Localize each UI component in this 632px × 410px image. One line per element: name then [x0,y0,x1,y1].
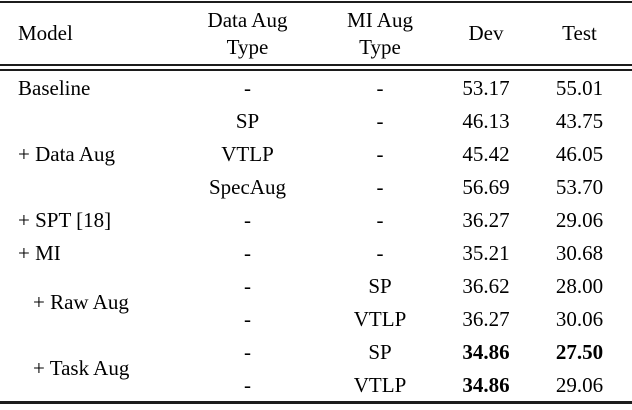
dev-cell: 34.86 [462,372,510,397]
table-row-data-aug-specaug: SpecAug - 56.69 53.70 [0,170,632,203]
data-aug-type-cell: - [244,273,251,298]
header-row: Model Data Aug Type MI Aug Type Dev Test [0,2,632,71]
column-header-mi-aug-line1: MI Aug [347,7,413,32]
data-aug-type-cell: - [244,240,251,265]
mi-aug-type-cell: - [376,141,384,166]
dev-cell: 53.17 [462,75,510,100]
test-cell: 29.06 [555,372,604,397]
data-aug-type-cell: VTLP [221,141,274,166]
model-cell: + Data Aug [18,141,115,166]
column-header-data-aug-type: Data Aug Type [180,2,315,71]
mi-aug-type-cell: VTLP [353,372,407,397]
data-aug-type-cell: - [244,75,251,100]
table-row-baseline: Baseline - - 53.17 55.01 [0,68,632,105]
data-aug-type-cell: - [244,339,251,364]
column-header-data-aug-line2: Type [226,34,269,59]
data-aug-type-cell: - [244,306,251,331]
dev-cell: 36.27 [462,306,510,331]
dev-cell: 36.27 [462,207,510,232]
test-cell: 55.01 [555,75,604,100]
test-cell: 30.68 [555,240,604,265]
test-cell: 46.05 [555,141,604,166]
model-cell: + SPT [18] [18,207,112,232]
data-aug-type-cell: - [244,207,251,232]
mi-aug-type-cell: - [376,108,384,133]
test-cell: 30.06 [555,306,604,331]
dev-cell: 35.21 [462,240,510,265]
table-row-raw-aug-sp: + Raw Aug - SP 36.62 28.00 [0,269,632,314]
column-header-mi-aug-type: MI Aug Type [315,2,445,71]
data-aug-type-cell: SpecAug [209,174,286,199]
mi-aug-type-cell: SP [368,273,392,298]
dev-cell: 34.86 [462,339,510,364]
dev-cell: 56.69 [462,174,510,199]
mi-aug-type-cell: - [376,174,384,199]
model-cell: + MI [18,240,61,265]
table-row-data-aug-sp: + Data Aug SP - 46.13 43.75 [0,104,632,165]
mi-aug-type-cell: VTLP [353,306,407,331]
table-row-spt: + SPT [18] - - 36.27 29.06 [0,203,632,236]
table-row-task-aug-sp: + Task Aug - SP 34.86 27.50 [0,335,632,379]
test-cell: 29.06 [555,207,604,232]
column-header-dev: Dev [445,2,527,71]
data-aug-type-cell: SP [235,108,260,133]
column-header-data-aug-line1: Data Aug [207,7,288,32]
data-aug-type-cell: - [244,372,251,397]
table-row-data-aug-vtlp: VTLP - 45.42 46.05 [0,137,632,170]
dev-cell: 46.13 [462,108,510,133]
table-row-task-aug-vtlp: - VTLP 34.86 29.06 [0,368,632,403]
mi-aug-type-cell: - [376,240,384,265]
model-cell: + Raw Aug [33,290,129,314]
model-cell: Baseline [18,75,91,100]
column-header-model: Model [0,2,180,71]
mi-aug-type-cell: SP [368,339,392,364]
test-cell: 27.50 [555,339,604,364]
table-body: Baseline - - 53.17 55.01 + Data Aug SP -… [0,68,632,403]
test-cell: 53.70 [555,174,604,199]
test-cell: 43.75 [555,108,604,133]
mi-aug-type-cell: - [376,75,384,100]
dev-cell: 45.42 [462,141,510,166]
test-cell: 28.00 [555,273,604,298]
table-row-raw-aug-vtlp: - VTLP 36.27 30.06 [0,302,632,335]
column-header-mi-aug-line2: Type [359,34,401,59]
column-header-test: Test [527,2,632,71]
model-cell: + Task Aug [33,356,130,380]
table-row-mi: + MI - - 35.21 30.68 [0,236,632,269]
table-header: Model Data Aug Type MI Aug Type Dev Test [0,2,632,71]
mi-aug-type-cell: - [376,207,384,232]
dev-cell: 36.62 [462,273,510,298]
